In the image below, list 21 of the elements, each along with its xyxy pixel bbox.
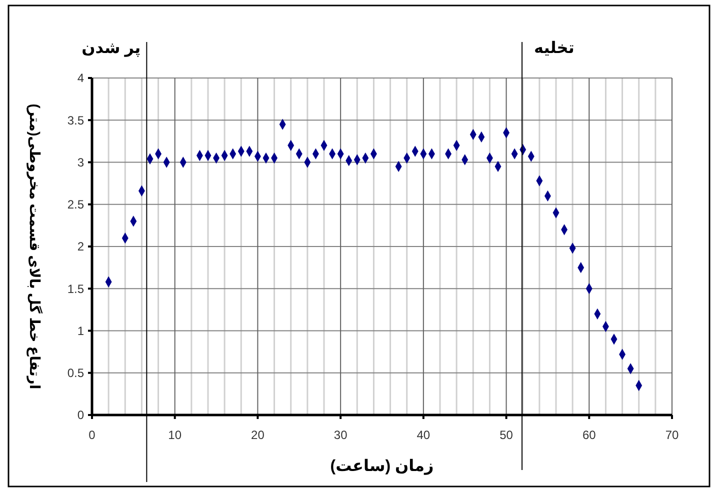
y-tick-label: 0.5 <box>67 366 84 380</box>
y-tick-label: 1 <box>77 324 84 338</box>
x-axis-title: زمان (ساعت) <box>330 458 434 475</box>
x-tick-label: 60 <box>582 428 596 442</box>
y-tick-label: 0 <box>77 408 84 422</box>
x-tick-label: 70 <box>665 428 679 442</box>
x-tick-label: 30 <box>334 428 348 442</box>
y-tick-label: 1.5 <box>67 282 84 296</box>
ref-line-label: تخلیه <box>534 40 574 57</box>
y-tick-label: 3 <box>77 155 84 170</box>
x-tick-label: 0 <box>88 428 96 442</box>
x-tick-label: 50 <box>500 428 514 442</box>
y-tick-label: 3.5 <box>67 113 84 128</box>
y-tick-label: 4 <box>77 71 84 86</box>
x-tick-label: 10 <box>168 428 182 442</box>
y-axis-title: ارتفاع خط گل بالای قسمت مخروطی(متر) <box>26 104 43 390</box>
y-tick-label: 2.5 <box>67 198 84 212</box>
y-tick-label: 2 <box>77 240 84 254</box>
ref-line-label: پر شدن <box>82 40 141 57</box>
x-tick-label: 20 <box>251 428 265 442</box>
x-tick-label: 40 <box>416 428 430 442</box>
